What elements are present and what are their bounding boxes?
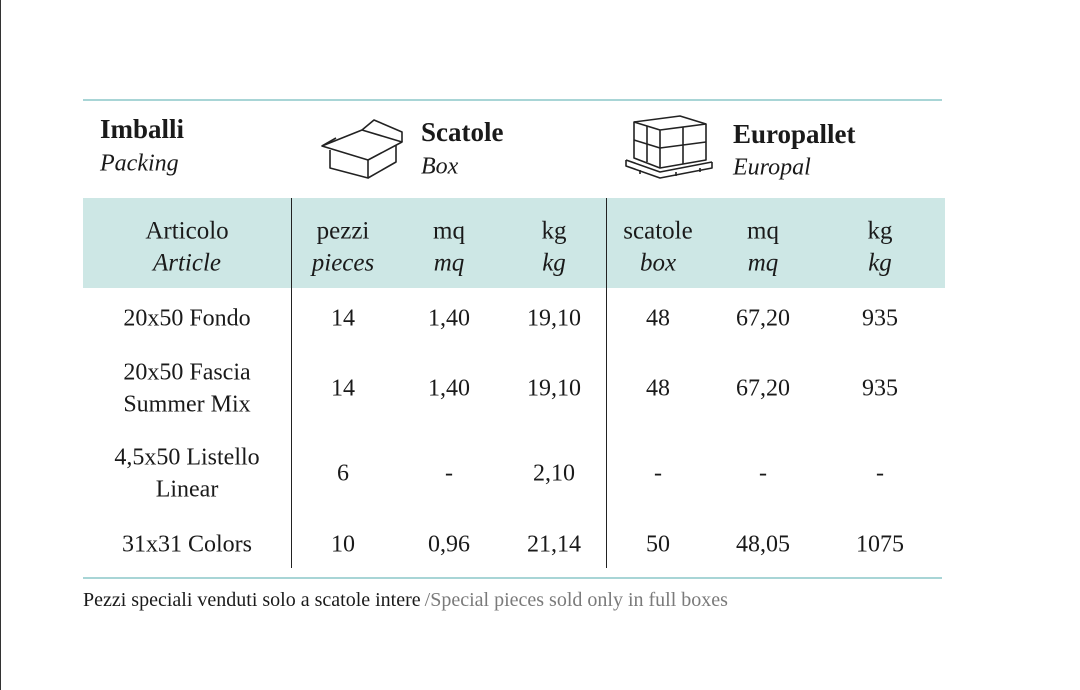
article-name: Linear [156,477,219,503]
table-cell: 1,40 [428,306,470,332]
table-cell: 48 [646,306,670,332]
section-title: Scatole [421,117,503,147]
article-name: 20x50 Fondo [123,306,250,332]
column-header-en: pieces [310,250,374,277]
table-cell: 14 [331,376,355,402]
table-cell: 21,14 [527,532,581,558]
column-header-en: mq [748,250,779,277]
table-cell: 935 [862,306,898,332]
table-cell: 67,20 [736,306,790,332]
column-header-en: kg [868,250,892,277]
table-cell: 6 [337,461,349,487]
table-cell: 10 [331,532,355,558]
table-cell: 48,05 [736,532,790,558]
table-cell: - [759,461,767,487]
column-header-en: Article [151,250,221,277]
section-subtitle: Packing [99,151,179,177]
header-band [83,198,945,288]
table-cell: 935 [862,376,898,402]
article-name: 4,5x50 Listello [114,445,259,471]
table-cell: 0,96 [428,532,470,558]
column-header: kg [542,218,568,245]
section-subtitle: Europal [732,155,811,181]
footer-note-en: /Special pieces sold only in full boxes [425,589,728,611]
footer-note: Pezzi speciali venduti solo a scatole in… [83,589,728,611]
box-icon [321,119,403,179]
footer-note-it: Pezzi speciali venduti solo a scatole in… [83,589,421,611]
pallet-icon [625,115,713,179]
table-cell: - [654,461,662,487]
section-title: Europallet [733,119,856,149]
column-header-en: kg [542,250,566,277]
column-header: mq [433,218,465,245]
table-cell: 2,10 [533,461,575,487]
table-cell: 48 [646,376,670,402]
table-cell: 1,40 [428,376,470,402]
article-name: 31x31 Colors [122,532,252,558]
table-cell: 67,20 [736,376,790,402]
table-cell: - [876,461,884,487]
section-subtitle: Box [421,154,459,180]
column-header: pezzi [317,218,370,245]
column-header-en: box [640,250,676,277]
section-title: Imballi [100,114,185,144]
table-cell: 19,10 [527,306,581,332]
article-name: Summer Mix [123,392,250,418]
table-cell: 19,10 [527,376,581,402]
column-header: mq [747,218,779,245]
table-cell: - [445,461,453,487]
column-header: kg [868,218,894,245]
column-header: Articolo [145,218,228,245]
article-name: 20x50 Fascia [123,360,251,386]
table-cell: 1075 [856,532,904,558]
column-header-en: mq [434,250,465,277]
table-cell: 14 [331,306,355,332]
table-cell: 50 [646,532,670,558]
column-header: scatole [623,218,692,245]
